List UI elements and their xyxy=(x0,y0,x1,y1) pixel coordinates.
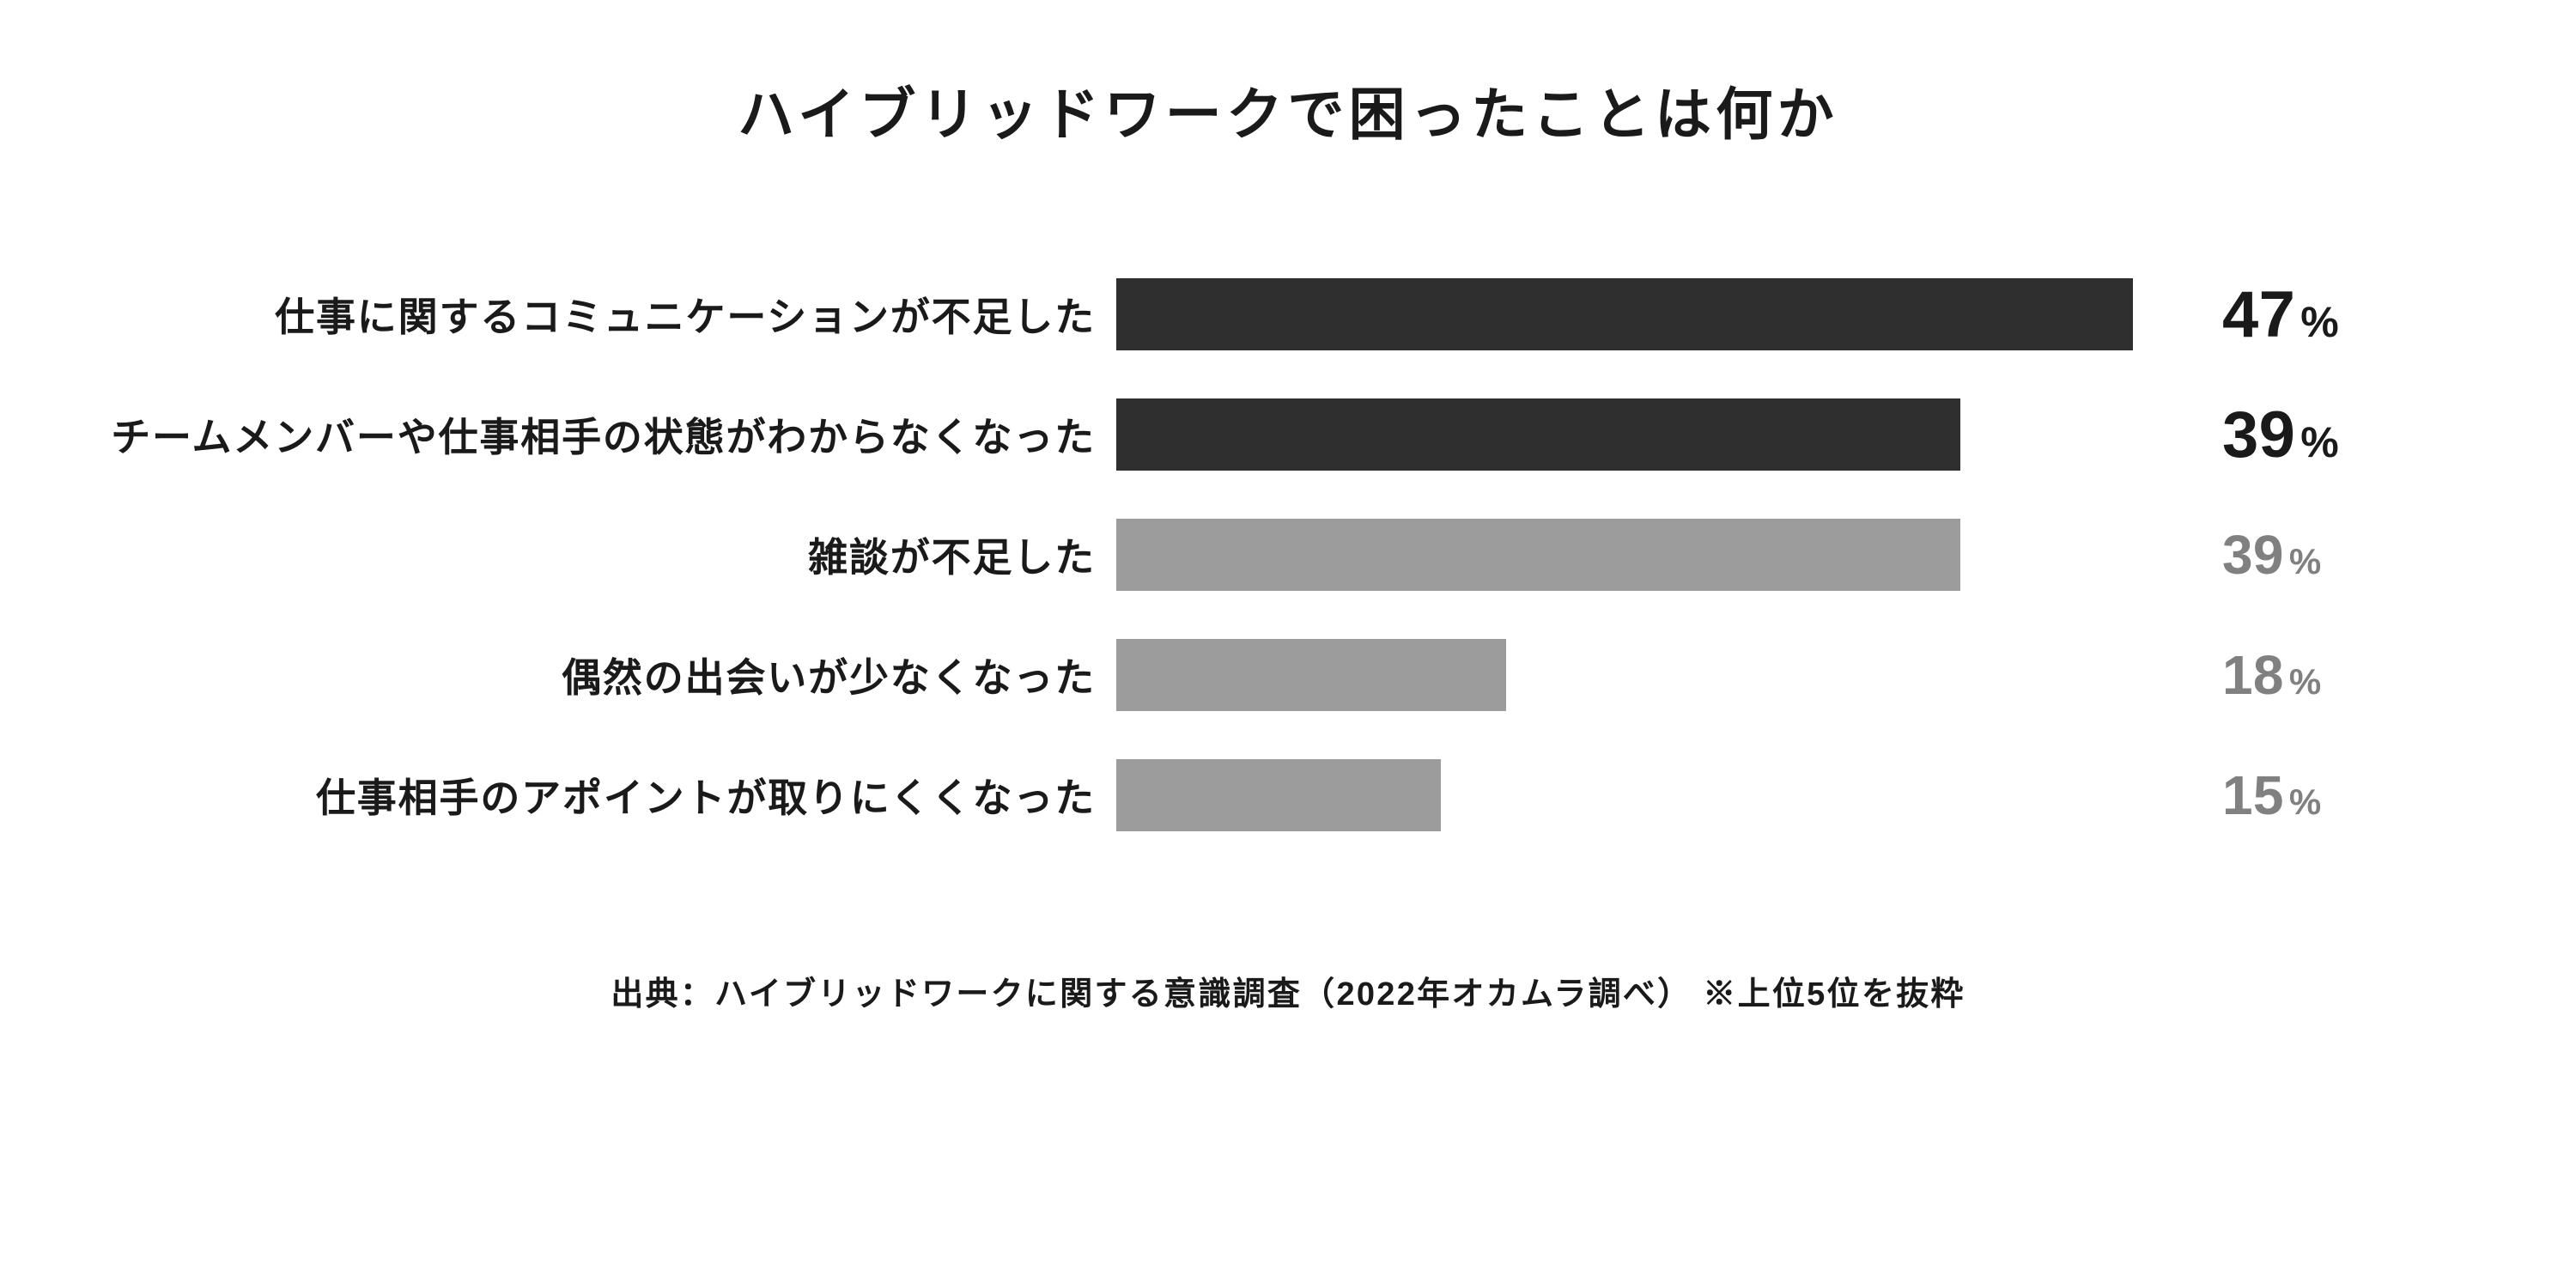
bar-label: 仕事相手のアポイントが取りにくくなった xyxy=(103,767,1116,824)
bar-value-number: 39 xyxy=(2222,523,2284,587)
percent-sign: % xyxy=(2289,781,2322,823)
chart-row: 仕事に関するコミュニケーションが不足した 47% xyxy=(103,254,2473,374)
bar xyxy=(1116,519,1960,591)
bar xyxy=(1116,759,1441,831)
chart-row: 偶然の出会いが少なくなった 18% xyxy=(103,615,2473,735)
bar-value: 18% xyxy=(2198,643,2322,707)
bar-track xyxy=(1116,735,2198,855)
bar-track xyxy=(1116,615,2198,735)
chart-row: 仕事相手のアポイントが取りにくくなった 15% xyxy=(103,735,2473,855)
chart-row: チームメンバーや仕事相手の状態がわからなくなった 39% xyxy=(103,374,2473,495)
bar-value: 39% xyxy=(2198,523,2322,587)
bar-value-number: 18 xyxy=(2222,643,2284,707)
chart-rows: 仕事に関するコミュニケーションが不足した47%チームメンバーや仕事相手の状態がわ… xyxy=(103,254,2473,855)
chart-container: ハイブリッドワークで困ったことは何か 仕事に関するコミュニケーションが不足した 4… xyxy=(0,0,2576,1271)
chart-row: 雑談が不足した 39% xyxy=(103,495,2473,615)
bar-track xyxy=(1116,254,2198,374)
bar-value: 15% xyxy=(2198,763,2322,827)
bar-label: 偶然の出会いが少なくなった xyxy=(103,647,1116,703)
chart-title: ハイブリッドワークで困ったことは何か xyxy=(103,69,2473,151)
bar-value-number: 15 xyxy=(2222,763,2284,827)
bar-value: 39% xyxy=(2198,398,2339,472)
bar xyxy=(1116,639,1506,711)
chart-footnote: 出典：ハイブリッドワークに関する意識調査（2022年オカムラ調べ） ※上位5位を… xyxy=(103,967,2473,1014)
bar-track xyxy=(1116,495,2198,615)
percent-sign: % xyxy=(2300,417,2339,467)
percent-sign: % xyxy=(2300,297,2339,347)
bar-value: 47% xyxy=(2198,277,2339,352)
bar-track xyxy=(1116,374,2198,495)
bar-value-number: 39 xyxy=(2222,398,2295,472)
percent-sign: % xyxy=(2289,541,2322,582)
bar xyxy=(1116,278,2133,350)
bar-value-number: 47 xyxy=(2222,277,2295,352)
bar-label: 仕事に関するコミュニケーションが不足した xyxy=(103,286,1116,343)
percent-sign: % xyxy=(2289,661,2322,702)
bar xyxy=(1116,398,1960,471)
bar-label: チームメンバーや仕事相手の状態がわからなくなった xyxy=(103,406,1116,463)
bar-label: 雑談が不足した xyxy=(103,526,1116,583)
